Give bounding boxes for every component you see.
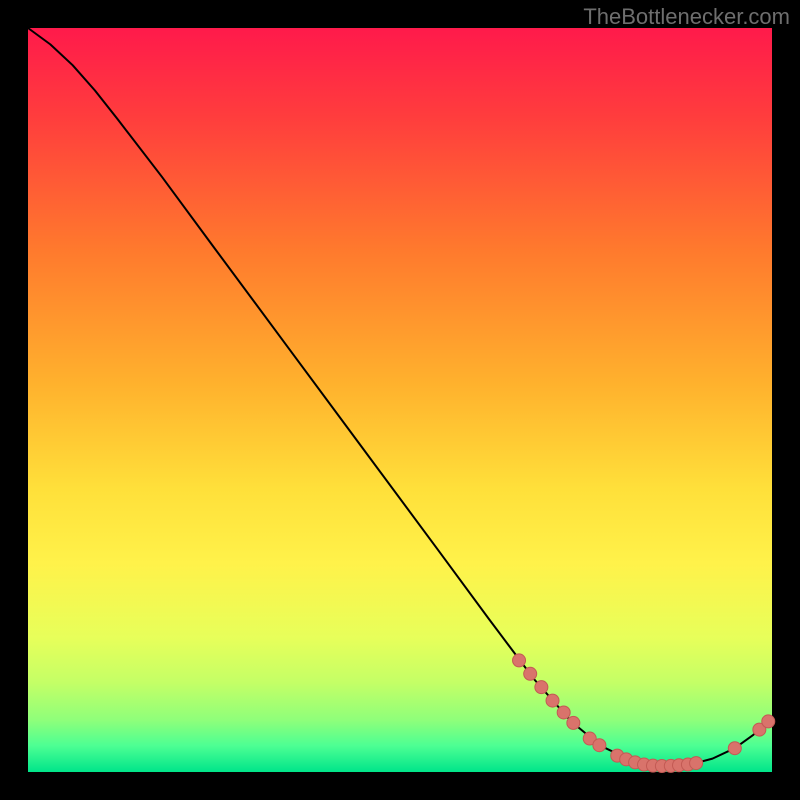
- data-marker: [546, 694, 559, 707]
- data-marker: [535, 681, 548, 694]
- data-marker: [690, 757, 703, 770]
- data-marker: [567, 716, 580, 729]
- data-marker: [557, 706, 570, 719]
- plot-background: [28, 28, 772, 772]
- data-marker: [593, 739, 606, 752]
- data-marker: [513, 654, 526, 667]
- watermark-text: TheBottlenecker.com: [583, 4, 790, 30]
- data-marker: [762, 715, 775, 728]
- data-marker: [524, 667, 537, 680]
- bottleneck-chart: [0, 0, 800, 800]
- chart-frame: TheBottlenecker.com: [0, 0, 800, 800]
- data-marker: [728, 742, 741, 755]
